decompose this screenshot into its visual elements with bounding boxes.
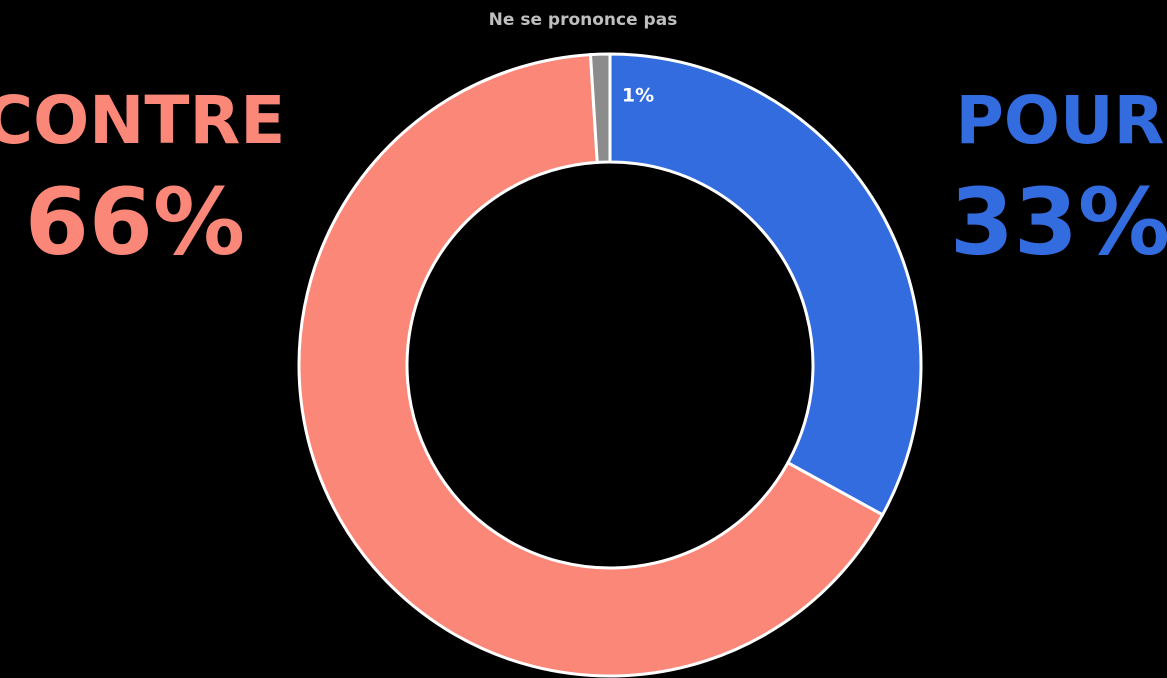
donut-segment (608, 52, 923, 517)
donut-segment (297, 53, 885, 678)
donut-segment (588, 52, 612, 164)
value-label: 1% (622, 85, 654, 107)
category-label: POUR (956, 82, 1165, 159)
category-label: CONTRE (0, 82, 285, 159)
value-label: 33% (950, 168, 1167, 275)
category-label: Ne se prononce pas (489, 10, 678, 30)
value-label: 66% (25, 168, 245, 275)
